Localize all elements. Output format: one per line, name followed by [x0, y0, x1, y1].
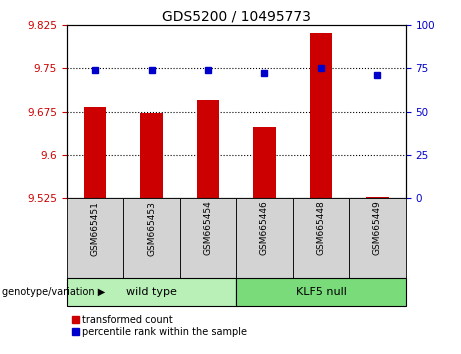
Text: GSM665451: GSM665451	[90, 201, 100, 256]
Bar	[293, 198, 349, 278]
Legend: transformed count, percentile rank within the sample: transformed count, percentile rank withi…	[72, 315, 248, 337]
Text: GSM665449: GSM665449	[373, 201, 382, 255]
Bar	[310, 33, 332, 198]
Bar	[123, 198, 180, 278]
Text: KLF5 null: KLF5 null	[296, 287, 346, 297]
Title: GDS5200 / 10495773: GDS5200 / 10495773	[162, 10, 311, 24]
Bar	[349, 198, 406, 278]
Text: GSM665446: GSM665446	[260, 201, 269, 255]
Bar	[236, 278, 406, 306]
Bar	[140, 113, 163, 198]
Bar	[236, 198, 293, 278]
Text: wild type: wild type	[126, 287, 177, 297]
Bar	[67, 278, 236, 306]
Bar	[180, 198, 236, 278]
Bar	[67, 198, 123, 278]
Text: GSM665448: GSM665448	[316, 201, 325, 255]
Bar	[366, 197, 389, 198]
Bar	[253, 127, 276, 198]
Text: GSM665454: GSM665454	[203, 201, 213, 255]
Bar	[84, 107, 106, 198]
Text: GSM665453: GSM665453	[147, 201, 156, 256]
Bar	[197, 100, 219, 198]
Text: genotype/variation ▶: genotype/variation ▶	[2, 287, 106, 297]
